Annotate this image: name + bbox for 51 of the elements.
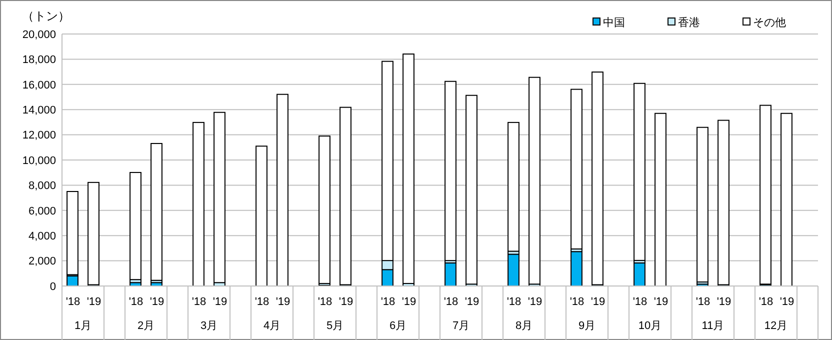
legend-label: 中国	[603, 16, 625, 29]
text: 2月	[137, 320, 155, 332]
text: 5月	[326, 320, 344, 332]
x-tick-label: '19	[528, 296, 542, 308]
x-tick-label: '18	[506, 296, 522, 308]
y-tick-label: 0	[50, 280, 56, 293]
text: 12月	[764, 320, 788, 332]
text: 7月	[452, 320, 470, 332]
y-tick-label: 4,000	[28, 230, 56, 242]
x-tick-label: '19	[86, 296, 102, 308]
text: 9月	[578, 320, 596, 332]
y-tick-label: 14,000	[22, 104, 56, 116]
x-tick-label: '19	[276, 296, 290, 308]
y-tick-label: 18,000	[22, 54, 56, 66]
text: 3月	[200, 320, 218, 332]
x-tick-label: '19	[150, 296, 164, 308]
x-tick-label: '18	[758, 296, 774, 308]
x-tick-label: '19	[716, 296, 732, 308]
x-tick-label: '18	[318, 296, 332, 308]
y-tick-label: 12,000	[22, 130, 56, 142]
y-tick-label: 6,000	[28, 205, 56, 218]
text: 8月	[515, 320, 533, 332]
x-tick-label: '18	[254, 296, 270, 308]
x-tick-label: '18	[632, 296, 648, 308]
y-tick-label: 10,000	[22, 154, 56, 167]
x-tick-label: '18	[192, 296, 206, 308]
y-tick-label: 20,000	[22, 28, 56, 41]
x-tick-label: '18	[128, 296, 144, 308]
x-tick-label: '18	[696, 296, 710, 308]
x-tick-label: '19	[338, 296, 354, 308]
x-tick-label: '19	[402, 296, 416, 308]
text: 4月	[263, 320, 281, 332]
text: 10月	[638, 320, 662, 332]
text: 11月	[702, 320, 724, 332]
x-tick-label: '19	[654, 296, 668, 308]
x-tick-label: '18	[66, 296, 80, 308]
x-tick-label: '18	[444, 296, 458, 308]
x-tick-label: '19	[590, 296, 606, 308]
y-tick-label: 2,000	[28, 256, 56, 268]
x-tick-label: '19	[780, 296, 794, 308]
text: 6月	[389, 320, 407, 332]
x-tick-label: '19	[464, 296, 480, 308]
y-tick-label: 16,000	[22, 79, 56, 92]
x-tick-label: '19	[212, 296, 228, 308]
y-axis-title: （トン）	[22, 9, 70, 23]
x-tick-label: '18	[570, 296, 584, 308]
text: 1月	[74, 320, 92, 332]
y-tick-label: 8,000	[28, 180, 56, 192]
legend-label: 香港	[678, 16, 700, 29]
legend-label: その他	[753, 16, 786, 29]
x-tick-label: '18	[380, 296, 396, 308]
